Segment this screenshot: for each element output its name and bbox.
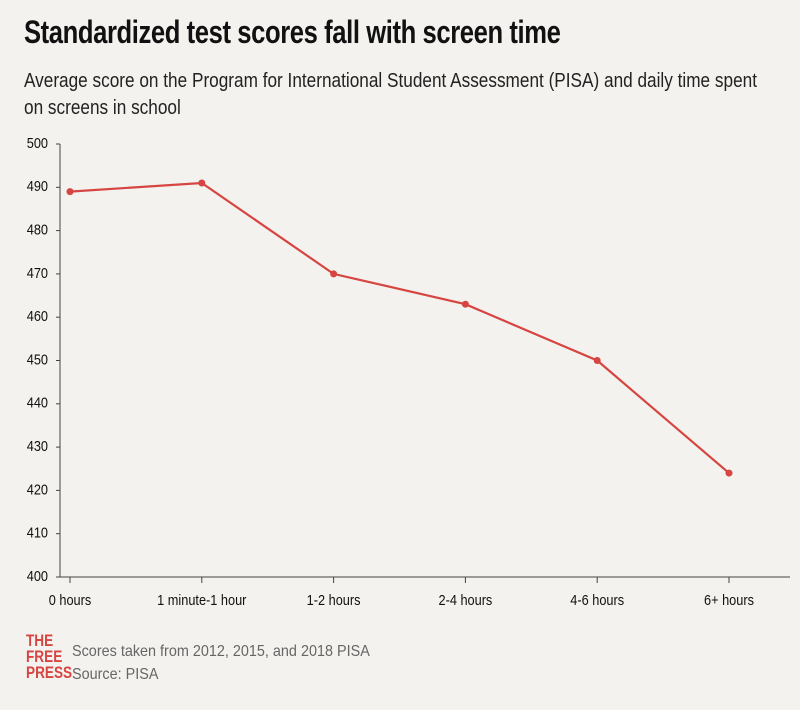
x-tick-label: 2-4 hours <box>438 591 492 608</box>
line <box>69 181 730 474</box>
y-tick-label: 400 <box>27 567 48 584</box>
logo-line: THE <box>26 631 54 650</box>
y-tick-label: 470 <box>27 264 48 281</box>
point <box>725 469 733 477</box>
point <box>593 357 601 364</box>
point <box>461 300 469 308</box>
y-tick-label: 460 <box>27 307 48 324</box>
x-tick-label: 1-2 hours <box>307 591 361 608</box>
x-tick-label: 6+ hours <box>704 591 754 608</box>
y-tick-label: 490 <box>27 177 48 194</box>
x-tick-label: 4-6 hours <box>570 591 624 608</box>
logo-line: FREE <box>26 647 63 666</box>
y-tick-label: 430 <box>27 437 48 454</box>
point <box>198 179 206 187</box>
chart-subtitle: Average score on the Program for Interna… <box>24 70 757 119</box>
note: Scores taken from 2012, 2015, and 2018 P… <box>72 643 370 660</box>
chart-title: Standardized test scores fall with scree… <box>24 14 561 50</box>
logo-line: PRESS <box>26 663 73 682</box>
point <box>66 188 74 196</box>
point <box>330 270 338 278</box>
y-tick-label: 480 <box>27 221 48 238</box>
source: Source: PISA <box>72 666 159 683</box>
y-tick-label: 500 <box>27 134 48 151</box>
x-tick-label: 0 hours <box>49 591 92 608</box>
x-tick-label: 1 minute-1 hour <box>157 591 247 608</box>
y-tick-label: 410 <box>27 524 48 541</box>
y-tick-label: 440 <box>27 394 48 411</box>
y-tick-label: 420 <box>27 480 48 497</box>
logo: THE FREE PRESS <box>26 631 73 682</box>
y-tick-label: 450 <box>27 350 48 367</box>
